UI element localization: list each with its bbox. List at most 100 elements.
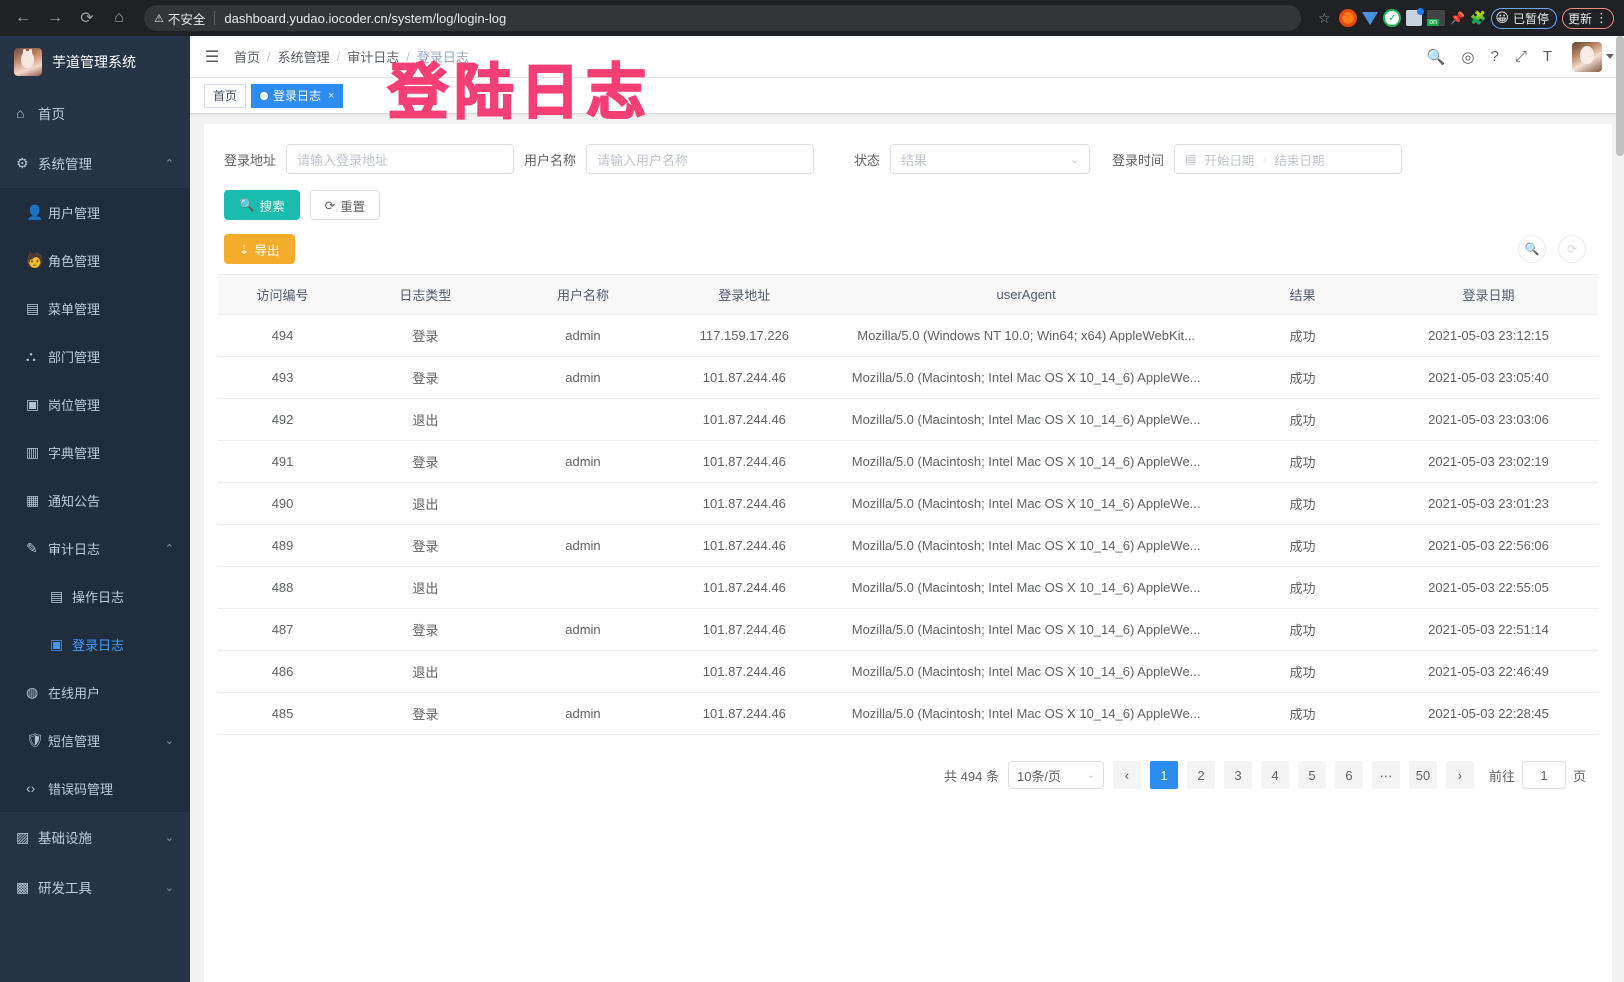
extension-orange-icon[interactable] (1339, 9, 1358, 27)
reset-button[interactable]: ⟳ 重置 (309, 190, 381, 220)
chevron-up-icon: ⌃ (164, 542, 174, 555)
extension-diamond-icon[interactable] (1362, 11, 1379, 25)
page-scrollbar-track[interactable] (1616, 36, 1624, 982)
home-icon[interactable]: ⌂ (114, 9, 124, 26)
sidebar-item-online-users[interactable]: ◍ 在线用户 (0, 668, 190, 716)
pagination-page-3[interactable]: 3 (1223, 761, 1252, 789)
table-row[interactable]: 487 登录 admin 101.87.244.46 Mozilla/5.0 (… (218, 608, 1598, 651)
pagination-page-5[interactable]: 5 (1297, 761, 1326, 789)
pagination-ellipsis[interactable]: ··· (1371, 761, 1400, 789)
sidebar-item-infrastructure[interactable]: ▨ 基础设施 ⌄ (0, 812, 190, 862)
sidebar-item-dictionary-management[interactable]: ▥ 字典管理 (0, 428, 190, 476)
sidebar-item-department-management[interactable]: ⛬ 部门管理 (0, 332, 190, 380)
page-scrollbar-thumb[interactable] (1616, 36, 1624, 156)
table-row[interactable]: 486 退出 101.87.244.46 Mozilla/5.0 (Macint… (218, 650, 1598, 693)
table-row[interactable]: 494 登录 admin 117.159.17.226 Mozilla/5.0 … (218, 314, 1598, 357)
hamburger-icon[interactable]: ☰ (204, 48, 220, 66)
sidebar-item-label: 岗位管理 (48, 397, 101, 413)
update-badge[interactable]: 更新 ⋮ (1561, 7, 1614, 29)
pagination-page-6[interactable]: 6 (1334, 761, 1363, 789)
address-bar[interactable]: ⚠ 不安全 dashboard.yudao.iocoder.cn/system/… (144, 5, 1302, 31)
extension-wechat-icon[interactable]: ✓ (1383, 9, 1402, 27)
reload-icon[interactable]: ⟳ (80, 10, 94, 27)
github-icon[interactable]: ◎ (1461, 48, 1475, 66)
brand-logo-icon (14, 48, 42, 76)
cell-date: 2021-05-03 23:03:06 (1379, 398, 1598, 441)
kebab-menu-icon[interactable]: ⋮ (1595, 10, 1608, 25)
pagination-prev-button[interactable]: ‹ (1112, 761, 1141, 789)
breadcrumb-item-audit-log[interactable]: 审计日志 (347, 50, 400, 65)
end-date-input[interactable]: 结束日期 (1274, 153, 1325, 168)
pagination-page-2[interactable]: 2 (1186, 761, 1215, 789)
table-row[interactable]: 488 退出 101.87.244.46 Mozilla/5.0 (Macint… (218, 566, 1598, 609)
extension-pin-icon[interactable]: 📌 (1450, 11, 1466, 25)
bookmark-star-icon[interactable]: ☆ (1317, 9, 1331, 26)
pagination-total: 共 494 条 (944, 768, 999, 784)
jump-page-input[interactable]: 1 (1521, 761, 1566, 789)
table-row[interactable]: 493 登录 admin 101.87.244.46 Mozilla/5.0 (… (218, 356, 1598, 399)
search-toggle-icon[interactable]: 🔍 (1518, 235, 1546, 263)
sidebar-item-label: 研发工具 (38, 881, 92, 896)
sidebar-item-error-code-management[interactable]: ‹› 错误码管理 (0, 764, 190, 812)
search-icon[interactable]: 🔍 (1426, 48, 1446, 66)
table-row[interactable]: 489 登录 admin 101.87.244.46 Mozilla/5.0 (… (218, 524, 1598, 567)
sidebar-item-menu-management[interactable]: ▤ 菜单管理 (0, 284, 190, 332)
login-time-range-picker[interactable]: ▤ 开始日期 - 结束日期 (1174, 144, 1403, 174)
tag-home[interactable]: 首页 (204, 83, 247, 108)
status-select[interactable]: 结果 ⌄ (890, 144, 1091, 174)
cell-useragent: Mozilla/5.0 (Macintosh; Intel Mac OS X 1… (826, 692, 1226, 735)
help-icon[interactable]: ? (1490, 48, 1499, 65)
export-button[interactable]: ⇣ 导出 (224, 234, 295, 264)
breadcrumb-item-system[interactable]: 系统管理 (277, 50, 330, 65)
table-row[interactable]: 492 退出 101.87.244.46 Mozilla/5.0 (Macint… (218, 398, 1598, 441)
post-icon: ▣ (26, 395, 40, 412)
back-icon[interactable]: ← (15, 9, 31, 26)
paused-badge[interactable]: 😀 已暂停 (1491, 7, 1557, 29)
sidebar-item-dev-tools[interactable]: ▩ 研发工具 ⌄ (0, 862, 190, 912)
tag-login-log[interactable]: 登录日志 × (251, 83, 344, 108)
cell-date: 2021-05-03 23:12:15 (1379, 314, 1598, 357)
sidebar-item-notice[interactable]: ▦ 通知公告 (0, 476, 190, 524)
sidebar-item-login-log[interactable]: ▣ 登录日志 (0, 620, 190, 668)
pagination-page-4[interactable]: 4 (1260, 761, 1289, 789)
extension-blue-square-icon[interactable] (1406, 8, 1425, 26)
sidebar-item-user-management[interactable]: 👤 用户管理 (0, 188, 190, 236)
login-address-input[interactable]: 请输入登录地址 (286, 144, 515, 174)
forward-icon[interactable]: → (47, 9, 63, 26)
refresh-icon[interactable]: ⟳ (1558, 235, 1586, 263)
table-row[interactable]: 491 登录 admin 101.87.244.46 Mozilla/5.0 (… (218, 440, 1598, 483)
cell-useragent: Mozilla/5.0 (Macintosh; Intel Mac OS X 1… (826, 524, 1226, 567)
sidebar-item-role-management[interactable]: 🧑 角色管理 (0, 236, 190, 284)
sidebar-item-post-management[interactable]: ▣ 岗位管理 (0, 380, 190, 428)
page-size-value: 10条/页 (1016, 768, 1062, 784)
sidebar-item-operation-log[interactable]: ▤ 操作日志 (0, 572, 190, 620)
sidebar-item-audit-log[interactable]: ✎ 审计日志 ⌃ (0, 524, 190, 572)
start-date-input[interactable]: 开始日期 (1204, 153, 1255, 168)
sidebar-item-system-management[interactable]: ⚙ 系统管理 ⌃ (0, 138, 190, 188)
shield-icon: 🛡 (26, 731, 44, 748)
font-size-icon[interactable]: T (1542, 48, 1552, 65)
extension-on-icon[interactable] (1427, 10, 1446, 26)
brand[interactable]: 芋道管理系统 (0, 36, 190, 88)
page-size-select[interactable]: 10条/页 ⌄ (1007, 761, 1104, 789)
search-button[interactable]: 🔍 搜索 (224, 190, 300, 220)
user-name-input[interactable]: 请输入用户名称 (586, 144, 815, 174)
close-icon[interactable]: × (328, 89, 335, 102)
sidebar-item-sms-management[interactable]: 🛡 短信管理 ⌄ (0, 716, 190, 764)
sidebar-item-label: 系统管理 (38, 157, 92, 172)
filter-label: 登录时间 (1112, 152, 1165, 168)
table-row[interactable]: 490 退出 101.87.244.46 Mozilla/5.0 (Macint… (218, 482, 1598, 525)
table-row[interactable]: 485 登录 admin 101.87.244.46 Mozilla/5.0 (… (218, 692, 1598, 735)
pagination-page-last[interactable]: 50 (1408, 761, 1437, 789)
tag-label: 首页 (213, 89, 238, 103)
fullscreen-icon[interactable]: ⤢ (1514, 48, 1527, 65)
filter-label: 登录地址 (224, 152, 277, 168)
cell-type: 退出 (347, 650, 504, 693)
pagination-page-1[interactable]: 1 (1149, 761, 1178, 789)
sidebar-item-home[interactable]: ⌂ 首页 (0, 88, 190, 138)
extensions-puzzle-icon[interactable]: 🧩 (1470, 10, 1487, 25)
breadcrumb-item-home[interactable]: 首页 (234, 50, 261, 65)
cell-ip: 101.87.244.46 (662, 608, 827, 651)
pagination-next-button[interactable]: › (1445, 761, 1474, 789)
avatar-dropdown[interactable] (1572, 41, 1614, 72)
